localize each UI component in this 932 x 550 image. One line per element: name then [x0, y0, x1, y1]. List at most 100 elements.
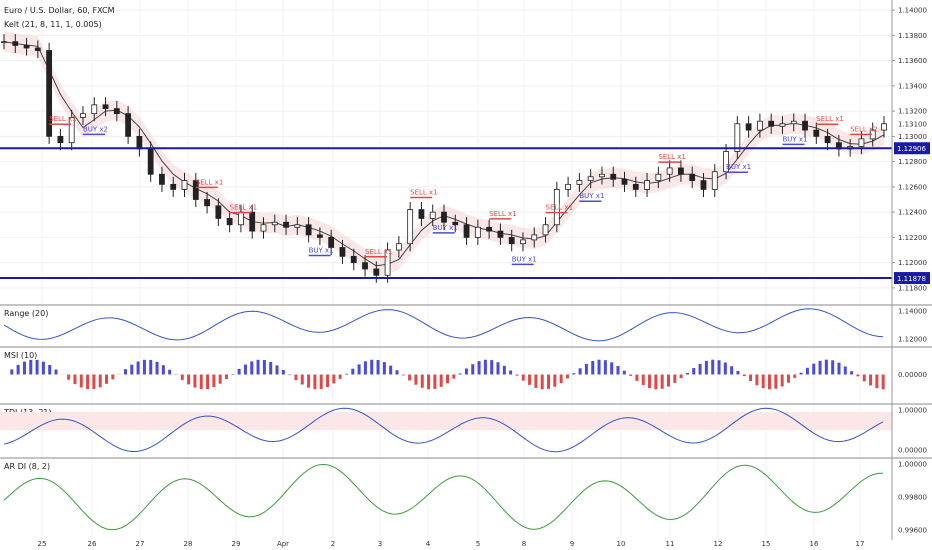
- histogram-bar: [155, 361, 159, 375]
- candle-body: [80, 113, 86, 118]
- histogram-bar: [363, 361, 367, 375]
- histogram-bar: [433, 374, 437, 389]
- histogram-bar: [660, 374, 664, 389]
- time-axis[interactable]: 25 26 27 28 29 Apr 2 3 4 5 8 9 10 11 12 15 16 17: [38, 540, 865, 548]
- histogram-bar: [237, 368, 241, 375]
- price-tick-label: 1.14000: [898, 7, 927, 15]
- band-fill: [4, 31, 884, 276]
- candle-body: [429, 211, 436, 219]
- candle-body: [463, 224, 470, 238]
- histogram-bar: [206, 374, 210, 390]
- candle-body: [858, 138, 865, 147]
- price-badge: [894, 272, 930, 285]
- histogram-bar: [837, 362, 841, 375]
- histogram-bar: [281, 369, 285, 375]
- histogram-bar: [704, 360, 708, 375]
- time-tick-label: 11: [666, 540, 675, 548]
- current-price-label: 1.13100: [898, 121, 927, 129]
- sell-signal-label: SELL x1: [230, 204, 258, 212]
- candle-body: [57, 135, 64, 144]
- time-tick-label: 12: [714, 540, 723, 548]
- candle-body: [553, 189, 560, 226]
- histogram-bar: [464, 368, 468, 375]
- candle-body: [756, 120, 763, 131]
- candle-body: [125, 113, 132, 137]
- histogram-bar: [679, 374, 683, 379]
- price-tick-label: 1.12600: [898, 183, 927, 191]
- histogram-bar: [54, 369, 58, 375]
- candle-body: [350, 255, 357, 264]
- histogram-bar: [584, 364, 588, 375]
- histogram-bar: [799, 372, 803, 375]
- histogram-bar: [805, 367, 809, 375]
- panel-tick-label: 1.00000: [898, 407, 927, 415]
- time-tick-label: 3: [378, 540, 382, 548]
- candle-body: [407, 209, 414, 245]
- indicator-line: [3, 308, 884, 342]
- histogram-bar: [471, 364, 475, 375]
- histogram-bar: [742, 374, 746, 377]
- histogram-bar: [521, 374, 525, 381]
- histogram-bar: [515, 374, 519, 376]
- candle-body: [294, 224, 301, 228]
- histogram-bar: [812, 363, 816, 375]
- candle-body: [813, 129, 820, 137]
- candle-body: [700, 180, 707, 190]
- histogram-bar: [48, 365, 52, 375]
- buy-signal-label: BUY x1: [782, 135, 807, 143]
- histogram-bar: [755, 374, 759, 386]
- histogram-bar: [382, 362, 386, 375]
- candle-body: [768, 120, 775, 127]
- histogram-bar: [338, 374, 342, 379]
- time-tick-label: 17: [856, 540, 865, 548]
- panel-tick-label: 1.14000: [898, 308, 927, 316]
- histogram-bar: [439, 374, 443, 387]
- histogram-bar: [408, 374, 412, 381]
- histogram-bar: [483, 359, 487, 375]
- histogram-bar: [357, 364, 361, 375]
- histogram-bar: [540, 374, 544, 390]
- grid-lines: [0, 0, 892, 540]
- histogram-bar: [648, 374, 652, 389]
- histogram-bar: [250, 361, 254, 375]
- histogram-bar: [458, 373, 462, 375]
- histogram-bar: [389, 365, 393, 375]
- candle-body: [102, 104, 109, 109]
- time-tick-label: 29: [232, 540, 241, 548]
- histogram-bar: [641, 374, 645, 386]
- histogram-bar: [180, 374, 184, 380]
- candle-body: [474, 226, 481, 238]
- histogram-bar: [395, 370, 399, 375]
- candle-body: [486, 226, 493, 232]
- sell-signal-label: SELL x1: [196, 178, 224, 186]
- candle-body: [441, 211, 447, 223]
- histogram-bar: [502, 365, 506, 375]
- histogram-bar: [269, 361, 273, 375]
- histogram-bar: [187, 374, 191, 385]
- price-axis[interactable]: 1.14000 1.13800 1.13600 1.13400 1.13200 1.130…: [891, 0, 927, 540]
- histogram-bar: [793, 374, 797, 378]
- histogram-bar: [603, 360, 607, 375]
- candle-body: [576, 180, 583, 185]
- candle-body: [159, 173, 165, 185]
- indicator-line: [3, 463, 884, 531]
- time-tick-label: 2: [331, 540, 335, 548]
- panel-tick-label: 0.99600: [898, 527, 927, 535]
- candle-body: [689, 173, 696, 181]
- candle-body: [497, 230, 504, 238]
- histogram-bar: [572, 373, 576, 375]
- histogram-bar: [477, 361, 481, 375]
- panel-tick-label: 0.00000: [898, 371, 927, 379]
- histogram-bar: [509, 370, 513, 375]
- histogram-bar: [67, 374, 71, 380]
- histogram-bar: [98, 374, 102, 388]
- histogram-bar: [41, 361, 45, 375]
- histogram-bar: [300, 374, 304, 385]
- histogram-bar: [218, 374, 222, 384]
- price-badge-label: 1.11878: [897, 275, 926, 283]
- candle-body: [542, 224, 549, 236]
- candle-body: [260, 224, 267, 232]
- oscillator-zone: [0, 412, 892, 431]
